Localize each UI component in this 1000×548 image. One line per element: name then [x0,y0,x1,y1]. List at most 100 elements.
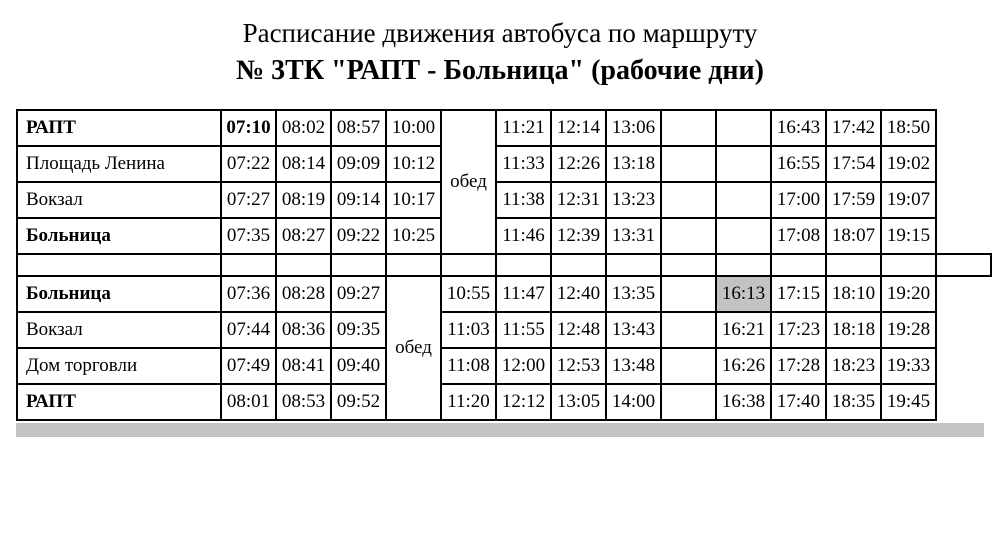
time-cell: 12:53 [551,348,606,384]
time-cell-highlighted: 16:13 [716,276,771,312]
time-cell: 08:14 [276,146,331,182]
spacer-cell [221,254,276,276]
spacer-cell [441,254,496,276]
time-cell: 11:33 [496,146,551,182]
schedule-table: РАПТ 07:10 08:02 08:57 10:00 обед 11:21 … [16,109,992,421]
time-cell: 08:19 [276,182,331,218]
time-cell [716,218,771,254]
time-cell: 19:33 [881,348,936,384]
time-cell: 18:23 [826,348,881,384]
time-cell: 08:57 [331,110,386,146]
time-cell: 17:54 [826,146,881,182]
time-cell: 17:42 [826,110,881,146]
time-cell: 11:08 [441,348,496,384]
time-cell: 13:18 [606,146,661,182]
time-cell: 18:50 [881,110,936,146]
time-cell: 14:00 [606,384,661,420]
time-cell [661,384,716,420]
table-row: РАПТ 07:10 08:02 08:57 10:00 обед 11:21 … [17,110,991,146]
time-cell: 19:02 [881,146,936,182]
stop-name: РАПТ [17,384,221,420]
time-cell: 10:12 [386,146,441,182]
table-row: РАПТ 08:01 08:53 09:52 11:20 12:12 13:05… [17,384,991,420]
time-cell: 12:14 [551,110,606,146]
time-cell: 08:02 [276,110,331,146]
time-cell: 07:49 [221,348,276,384]
time-cell: 12:48 [551,312,606,348]
spacer-cell [771,254,826,276]
time-cell: 18:07 [826,218,881,254]
time-cell: 12:31 [551,182,606,218]
time-cell: 11:03 [441,312,496,348]
stop-name: Больница [17,276,221,312]
time-cell: 13:48 [606,348,661,384]
spacer-cell [661,254,716,276]
table-row: Площадь Ленина 07:22 08:14 09:09 10:12 1… [17,146,991,182]
time-cell: 17:23 [771,312,826,348]
stop-name: Площадь Ленина [17,146,221,182]
spacer-cell [826,254,881,276]
spacer-cell [881,254,936,276]
lunch-cell: обед [441,110,496,254]
time-cell: 07:36 [221,276,276,312]
time-cell: 17:40 [771,384,826,420]
time-cell: 09:35 [331,312,386,348]
time-cell: 11:55 [496,312,551,348]
time-cell: 10:00 [386,110,441,146]
spacer-cell [496,254,551,276]
title-block: Расписание движения автобуса по маршруту… [16,18,984,87]
time-cell: 19:45 [881,384,936,420]
time-cell: 08:53 [276,384,331,420]
time-cell: 13:23 [606,182,661,218]
spacer-cell [331,254,386,276]
time-cell [716,110,771,146]
time-cell: 09:14 [331,182,386,218]
time-cell: 08:28 [276,276,331,312]
spacer-cell [606,254,661,276]
time-cell: 17:59 [826,182,881,218]
time-cell: 08:41 [276,348,331,384]
time-cell: 07:27 [221,182,276,218]
time-cell: 19:20 [881,276,936,312]
spacer-cell [17,254,221,276]
time-cell: 16:55 [771,146,826,182]
title-line-1: Расписание движения автобуса по маршруту [16,18,984,49]
time-cell: 12:00 [496,348,551,384]
time-cell: 19:15 [881,218,936,254]
time-cell: 09:40 [331,348,386,384]
table-row: Больница 07:36 08:28 09:27 обед 10:55 11… [17,276,991,312]
time-cell [661,146,716,182]
time-cell: 19:28 [881,312,936,348]
time-cell: 18:35 [826,384,881,420]
time-cell: 07:10 [221,110,276,146]
time-cell: 11:47 [496,276,551,312]
time-cell: 12:40 [551,276,606,312]
time-cell [661,110,716,146]
time-cell: 09:09 [331,146,386,182]
time-cell [661,276,716,312]
stop-name: Больница [17,218,221,254]
table-row: Вокзал 07:44 08:36 09:35 11:03 11:55 12:… [17,312,991,348]
time-cell: 13:06 [606,110,661,146]
time-cell: 08:27 [276,218,331,254]
time-cell: 13:05 [551,384,606,420]
time-cell: 07:22 [221,146,276,182]
spacer-row [17,254,991,276]
time-cell [661,348,716,384]
time-cell: 09:22 [331,218,386,254]
time-cell: 11:38 [496,182,551,218]
time-cell: 11:21 [496,110,551,146]
time-cell [661,312,716,348]
time-cell: 11:20 [441,384,496,420]
spacer-cell [716,254,771,276]
time-cell: 13:35 [606,276,661,312]
time-cell: 16:43 [771,110,826,146]
time-cell [716,146,771,182]
time-cell: 19:07 [881,182,936,218]
table-row: Больница 07:35 08:27 09:22 10:25 11:46 1… [17,218,991,254]
stop-name: РАПТ [17,110,221,146]
stop-name: Вокзал [17,312,221,348]
spacer-cell [386,254,441,276]
page: Расписание движения автобуса по маршруту… [0,0,1000,437]
lunch-cell: обед [386,276,441,420]
